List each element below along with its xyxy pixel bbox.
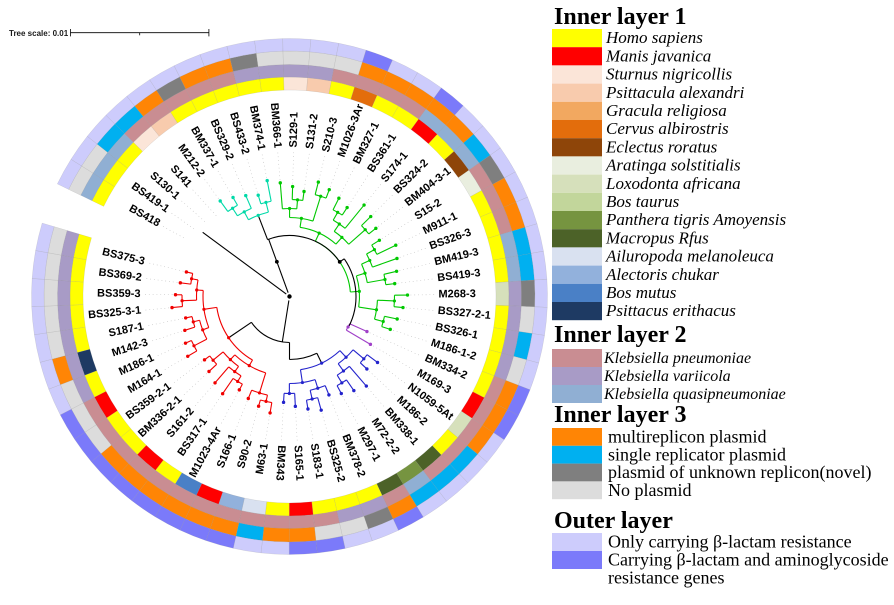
svg-text:Carrying β-lactam and aminogly: Carrying β-lactam and aminoglycoside	[608, 550, 889, 570]
svg-text:Inner layer 2: Inner layer 2	[554, 322, 686, 348]
svg-text:BS359-3: BS359-3	[97, 287, 141, 300]
svg-text:Psittacus erithacus: Psittacus erithacus	[605, 301, 736, 320]
svg-text:Bos mutus: Bos mutus	[606, 283, 677, 302]
svg-text:Aratinga solstitialis: Aratinga solstitialis	[605, 156, 741, 175]
svg-text:Ailuropoda melanoleuca: Ailuropoda melanoleuca	[605, 247, 774, 266]
svg-text:Psittacula alexandri: Psittacula alexandri	[605, 83, 745, 102]
svg-text:Inner layer 3: Inner layer 3	[554, 402, 686, 428]
svg-text:Only carrying β-lactam resista: Only carrying β-lactam resistance	[608, 532, 852, 552]
svg-text:No plasmid: No plasmid	[608, 480, 692, 500]
svg-text:S129-1: S129-1	[288, 112, 301, 148]
svg-text:Loxodonta africana: Loxodonta africana	[605, 174, 741, 193]
svg-text:Gracula religiosa: Gracula religiosa	[606, 101, 727, 120]
svg-text:Cervus albirostris: Cervus albirostris	[606, 119, 729, 138]
svg-text:Outer layer: Outer layer	[554, 508, 673, 534]
svg-text:Klebsiella variicola: Klebsiella variicola	[603, 368, 731, 385]
svg-text:Klebsiella pneumoniae: Klebsiella pneumoniae	[603, 350, 751, 367]
svg-text:BM343: BM343	[273, 445, 287, 481]
svg-text:resistance genes: resistance genes	[608, 568, 724, 588]
svg-text:Alectoris chukar: Alectoris chukar	[605, 265, 719, 284]
svg-text:Bos taurus: Bos taurus	[606, 192, 680, 211]
svg-text:Manis javanica: Manis javanica	[605, 46, 711, 65]
svg-text:Homo sapiens: Homo sapiens	[605, 28, 703, 47]
svg-text:M268-3: M268-3	[438, 288, 475, 300]
svg-text:Tree scale: 0.01: Tree scale: 0.01	[9, 29, 69, 38]
svg-text:Panthera tigris Amoyensis: Panthera tigris Amoyensis	[605, 210, 786, 229]
svg-text:Klebsiella quasipneumoniae: Klebsiella quasipneumoniae	[603, 386, 786, 403]
svg-text:Macropus Rfus: Macropus Rfus	[605, 228, 709, 247]
svg-text:Sturnus nigricollis: Sturnus nigricollis	[606, 65, 732, 84]
svg-text:Eclectus roratus: Eclectus roratus	[605, 137, 718, 156]
svg-text:S165-1: S165-1	[292, 445, 306, 481]
svg-text:Inner layer 1: Inner layer 1	[554, 4, 686, 30]
